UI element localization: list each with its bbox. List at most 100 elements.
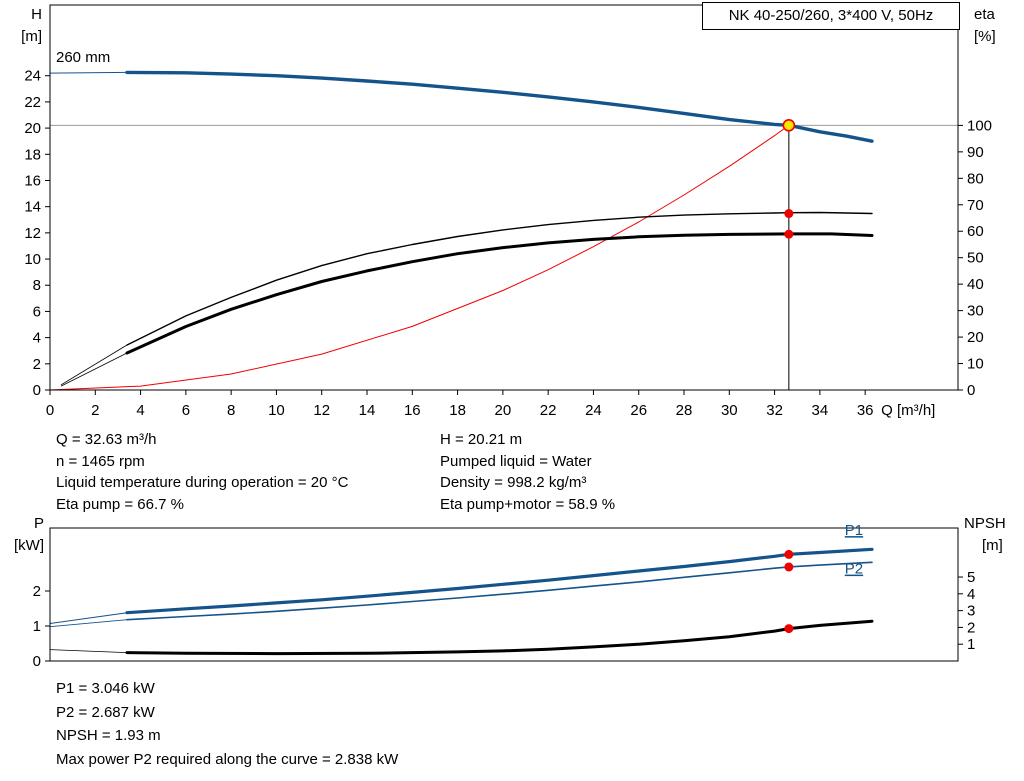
y-tick-label: 0 [33,382,41,399]
y-tick-label: 8 [33,277,41,294]
curve-label-p1: P1 [845,522,863,539]
y-tick-label: 3 [967,603,975,620]
info-p1: P1 = 3.046 kW [56,680,155,697]
x-tick-label: 14 [359,402,376,419]
y-tick-label: 20 [24,120,41,137]
x-tick-label: 8 [227,402,235,419]
x-tick-label: 34 [812,402,829,419]
info-head: H = 20.21 m [440,431,523,448]
y-tick-label: 2 [33,356,41,373]
axis-title-line: NPSH [964,515,1006,532]
y-tick-label: 90 [967,144,984,161]
y-tick-label: 4 [967,586,975,603]
y-tick-label: 80 [967,170,984,187]
x-tick-label: 30 [721,402,738,419]
axis-title-line: [%] [974,28,996,45]
info-eta-pump-motor: Eta pump+motor = 58.9 % [440,495,616,513]
x-tick-label: 20 [495,402,512,419]
axis-title-line: eta [974,6,995,23]
x-tick-label: 0 [46,402,54,419]
plot-frame [49,4,959,391]
power-data: P1 = 3.046 kW P2 = 2.687 kW NPSH = 1.93 … [56,677,398,771]
pump-designation: NK 40-250/260, 3*400 V, 50Hz [702,2,960,30]
y-tick-label: 1 [967,636,975,653]
y-tick-label: 100 [967,117,992,134]
operating-data-left: Q = 32.63 m³/h n = 1465 rpm Liquid tempe… [56,429,348,515]
p2-lead [49,619,128,628]
npsh-curve [125,619,874,656]
x-tick-label: 28 [676,402,693,419]
x-tick-label: 26 [630,402,647,419]
p2-curve [126,561,873,621]
y-tick-label: 22 [24,94,41,111]
y-tick-label: 40 [967,276,984,293]
x-tick-label: 10 [268,402,285,419]
y-tick-label: 30 [967,303,984,320]
info-pumped-liquid: Pumped liquid = Water [440,452,592,470]
y-tick-label: 50 [967,250,984,267]
p1-curve [125,547,874,615]
eta-pump-lead [60,344,128,386]
curve-label-p2: P2 [845,561,863,578]
x-tick-label: 36 [857,402,874,419]
y-tick-label: 14 [24,199,41,216]
y-tick-label: 2 [967,619,975,636]
y-tick-label: 10 [24,251,41,268]
p1-point [784,549,794,559]
plot-frame [49,527,959,662]
axis-title-line: P [33,515,44,532]
x-axis-unit-label: Q [m³/h] [881,402,935,419]
y-tick-label: 70 [967,197,984,214]
info-flow: Q = 32.63 m³/h [56,431,157,448]
x-tick-label: 32 [766,402,783,419]
qh-eta-chart: 0 2 4 6 8 10 12 14 16 18 20 22 24 26 28 30 32 34 36 Q [m³/h… [24,4,992,419]
x-tick-label: 18 [449,402,466,419]
axis-title-line: [m] [21,28,42,45]
y-tick-label: 5 [967,569,975,586]
system-curve [49,124,790,391]
info-density: Density = 998.2 kg/m³ [440,474,587,491]
npsh-lead [49,649,128,654]
h-axis-title: H [m] [0,4,42,48]
y-tick-label: 0 [967,382,975,399]
y-tick-label: 18 [24,146,41,163]
info-max-power: Max power P2 required along the curve = … [56,750,399,768]
x-tick-label: 22 [540,402,557,419]
y-tick-label: 60 [967,223,984,240]
axis-title-line: [kW] [14,537,44,554]
axis-title-line: [m] [982,537,1003,554]
x-tick-label: 24 [585,402,602,419]
info-speed: n = 1465 rpm [56,452,145,470]
eta-pump-motor-curve [125,232,874,355]
npsh-point [784,624,794,634]
y-tick-label: 4 [33,330,41,347]
info-p2: P2 = 2.687 kW [56,703,155,721]
eta-pump-motor-point [784,229,794,239]
eta-pump-point [784,209,794,219]
head-curve-260mm [125,70,874,143]
y-tick-label: 1 [33,618,41,635]
head-curve-lead [49,71,128,74]
npsh-axis-title: NPSH [m] [964,513,1006,557]
y-tick-label: 24 [24,68,41,85]
x-tick-label: 6 [182,402,190,419]
y-tick-label: 6 [33,303,41,320]
impeller-diameter-label: 260 mm [56,49,111,66]
y-tick-label: 10 [967,356,984,373]
x-tick-label: 12 [313,402,330,419]
info-liquid-temperature: Liquid temperature during operation = 20… [56,474,349,491]
p-axis-title: P [kW] [0,513,44,557]
y-tick-label: 12 [24,225,41,242]
eta-pump-curve [126,211,873,346]
eta-pump-motor-lead [60,352,128,387]
info-npsh: NPSH = 1.93 m [56,727,161,745]
y-tick-label: 16 [24,172,41,189]
duty-point [782,119,796,132]
axis-title-line: H [31,6,42,23]
x-tick-label: 4 [136,402,144,419]
y-tick-label: 2 [33,583,41,600]
p2-point [784,562,794,572]
y-tick-label: 0 [33,653,41,670]
